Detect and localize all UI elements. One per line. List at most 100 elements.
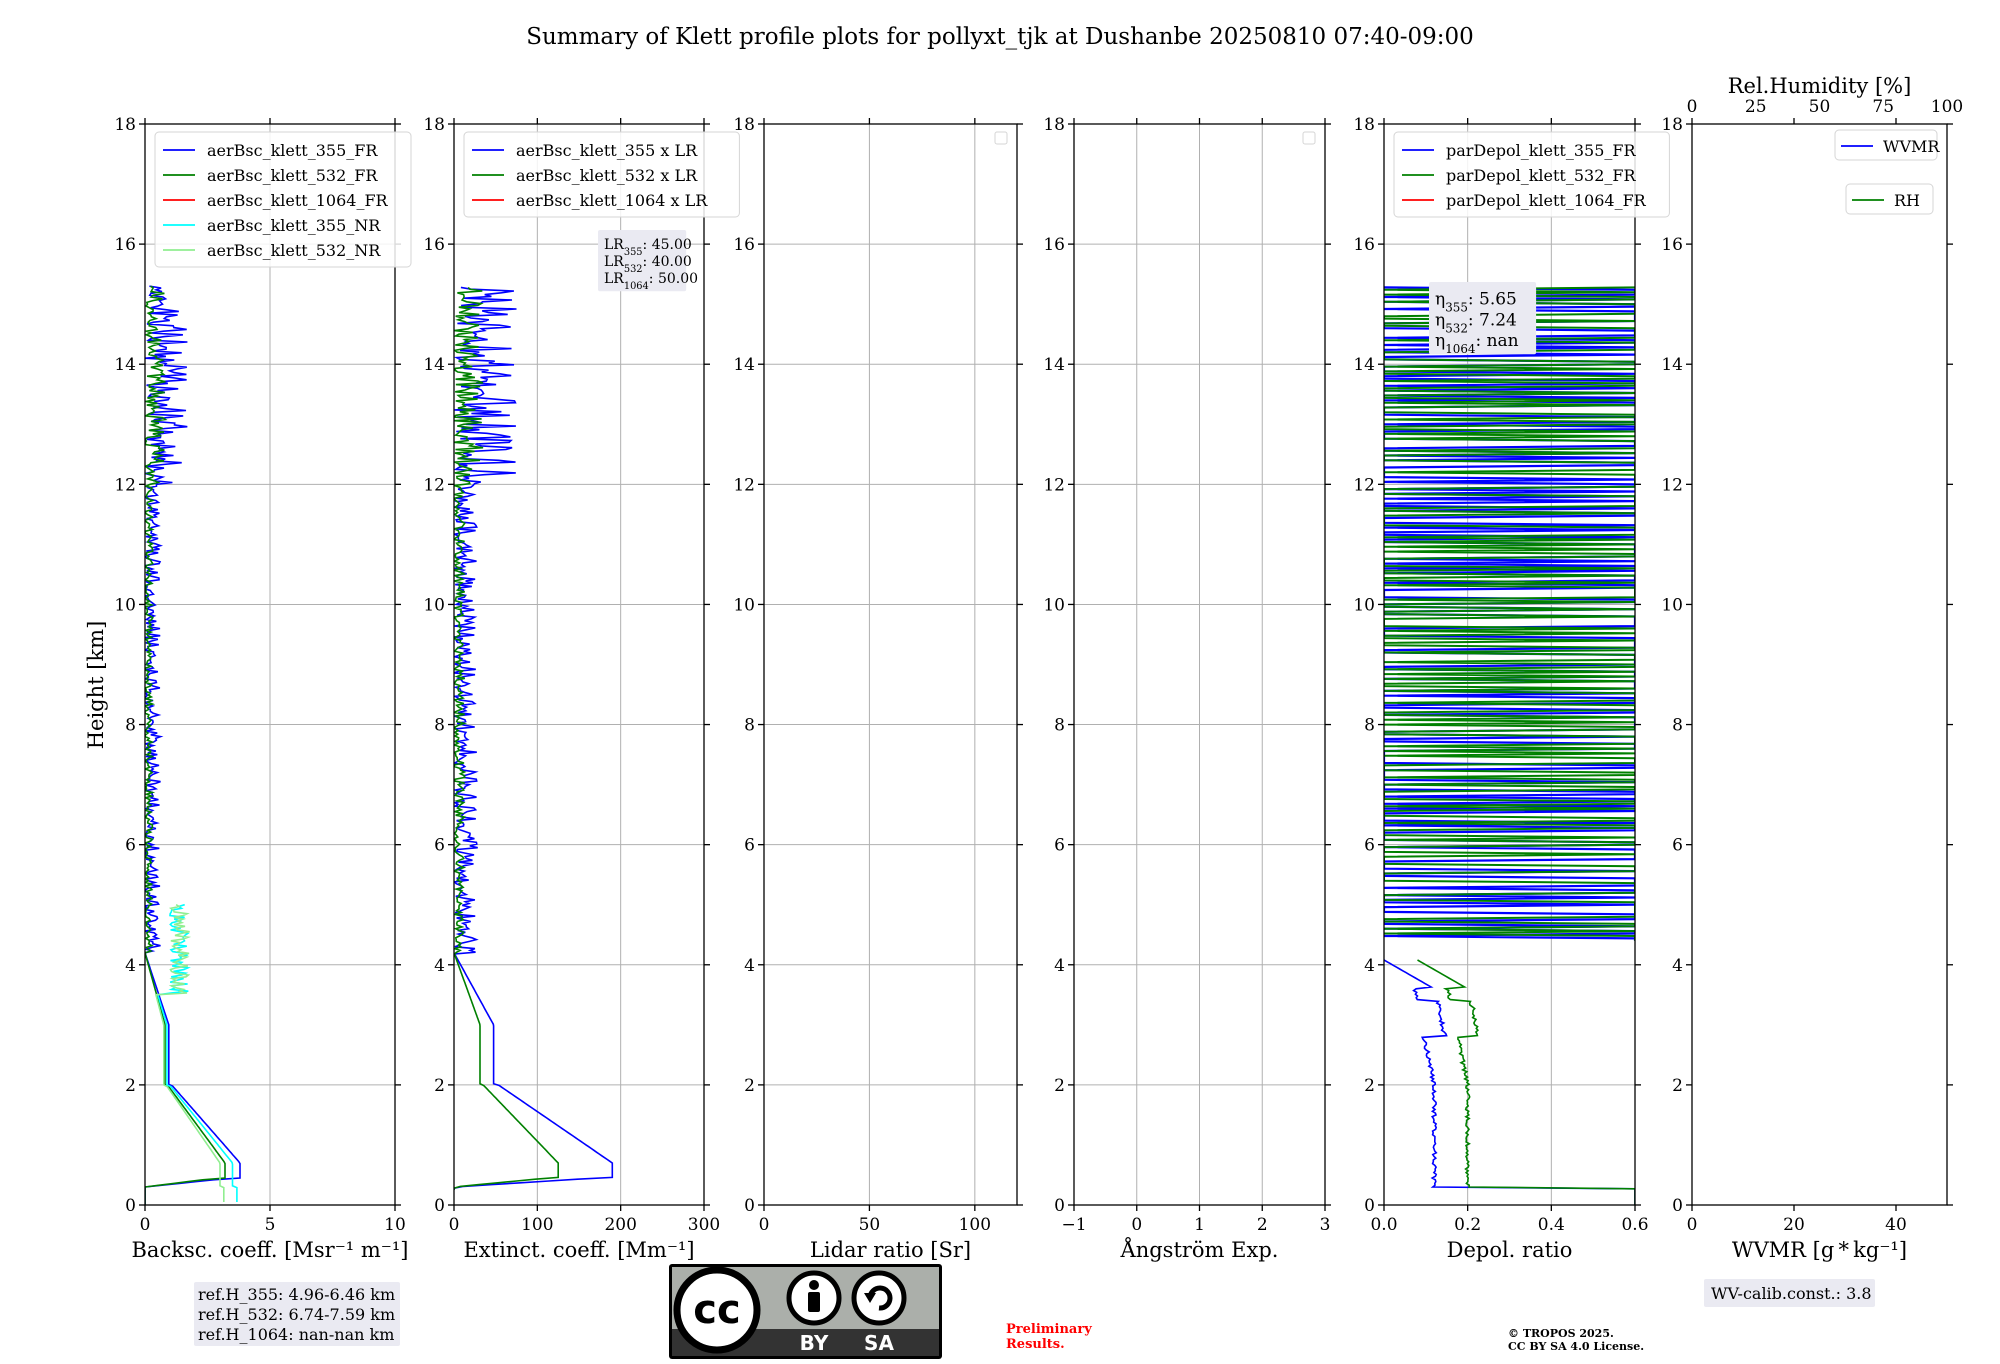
y-tick-label: 8 bbox=[434, 716, 445, 736]
refh-entry: ref.H_355: 4.96-6.46 km bbox=[198, 1285, 395, 1304]
series-aerBsc-532-NR bbox=[154, 904, 225, 1202]
x-axis-title: Backsc. coeff. [Msr⁻¹ m⁻¹] bbox=[132, 1238, 409, 1262]
x-tick-label: 0 bbox=[449, 1215, 460, 1235]
refh-entry: ref.H_532: 6.74-7.59 km bbox=[198, 1305, 395, 1324]
legend-entry: parDepol_klett_355_FR bbox=[1446, 141, 1637, 160]
y-tick-label: 10 bbox=[733, 595, 755, 615]
y-tick-label: 0 bbox=[1672, 1196, 1683, 1216]
tropos-line1: © TROPOS 2025. bbox=[1508, 1327, 1614, 1340]
eta-entry: η355: 5.65 bbox=[1435, 290, 1517, 315]
top-x-tick-label: 100 bbox=[1931, 97, 1963, 117]
legend-entry: parDepol_klett_532_FR bbox=[1446, 166, 1637, 185]
y-tick-label: 10 bbox=[1043, 595, 1065, 615]
y-tick-label: 6 bbox=[434, 836, 445, 856]
y-tick-label: 2 bbox=[744, 1076, 755, 1096]
y-tick-label: 18 bbox=[423, 115, 445, 135]
x-tick-label: −1 bbox=[1061, 1215, 1086, 1235]
cc-by-text: BY bbox=[800, 1331, 829, 1355]
y-tick-label: 16 bbox=[1043, 235, 1065, 255]
y-tick-label: 14 bbox=[1043, 355, 1065, 375]
y-tick-label: 0 bbox=[434, 1196, 445, 1216]
tropos-line2: CC BY SA 4.0 License. bbox=[1508, 1340, 1644, 1353]
panel-backscatter: 0 2 4 6 8 10 12 14 16 18 0 5 10 Backsc. coeff. [Msr⁻¹… bbox=[114, 115, 412, 1346]
x-axis-title: Extinct. coeff. [Mm⁻¹] bbox=[463, 1238, 694, 1262]
y-tick-label: 6 bbox=[125, 836, 136, 856]
eta-entry: η532: 7.24 bbox=[1435, 310, 1517, 335]
y-tick-label: 4 bbox=[125, 956, 136, 976]
y-tick-label: 12 bbox=[1661, 475, 1683, 495]
x-tick-label: 20 bbox=[1783, 1215, 1805, 1235]
legend-entry: aerBsc_klett_532_NR bbox=[207, 241, 381, 260]
sa-share-arrowhead bbox=[864, 1293, 876, 1303]
y-tick-label: 2 bbox=[1364, 1076, 1375, 1096]
y-tick-label: 10 bbox=[114, 595, 136, 615]
cc-sa-text: SA bbox=[864, 1331, 894, 1355]
x-axis-title: WVMR [g * kg⁻¹] bbox=[1732, 1238, 1907, 1262]
y-tick-label: 2 bbox=[434, 1076, 445, 1096]
y-tick-label: 4 bbox=[434, 956, 445, 976]
series-aerBsc-355-FR bbox=[145, 285, 241, 1205]
cc-badge: cc BY SA bbox=[669, 1264, 942, 1359]
y-tick-label: 2 bbox=[125, 1076, 136, 1096]
y-tick-label: 10 bbox=[423, 595, 445, 615]
y-tick-label: 4 bbox=[744, 956, 755, 976]
series-ext-355 bbox=[454, 286, 614, 1190]
y-axis-title: Height [km] bbox=[84, 621, 108, 750]
y-tick-label: 10 bbox=[1661, 595, 1683, 615]
by-person-head bbox=[809, 1280, 819, 1290]
legend-entry: aerBsc_klett_1064_FR bbox=[207, 191, 389, 210]
series-parDepol-532-FR bbox=[1417, 959, 1635, 1205]
refh-entry: ref.H_1064: nan-nan km bbox=[198, 1325, 394, 1344]
top-x-tick-label: 75 bbox=[1872, 97, 1894, 117]
y-tick-label: 14 bbox=[733, 355, 755, 375]
y-tick-label: 18 bbox=[1353, 115, 1375, 135]
x-axis-title: Ångström Exp. bbox=[1120, 1237, 1279, 1262]
axes-frame bbox=[763, 123, 1018, 1206]
x-tick-label: 100 bbox=[959, 1215, 991, 1235]
preliminary-line2: Results. bbox=[1006, 1337, 1065, 1352]
y-tick-label: 12 bbox=[1043, 475, 1065, 495]
y-tick-label: 8 bbox=[1054, 716, 1065, 736]
legend-entry: aerBsc_klett_1064 x LR bbox=[516, 191, 708, 210]
x-tick-label: 3 bbox=[1320, 1215, 1331, 1235]
y-tick-label: 18 bbox=[733, 115, 755, 135]
x-tick-label: 0.6 bbox=[1621, 1215, 1648, 1235]
lr-entry: LR355: 45.00 bbox=[604, 237, 692, 258]
series-aerBsc-355-NR bbox=[156, 903, 238, 1202]
x-tick-label: 40 bbox=[1885, 1215, 1907, 1235]
x-tick-label: 0.4 bbox=[1538, 1215, 1565, 1235]
legend-entry: aerBsc_klett_355_NR bbox=[207, 216, 381, 235]
by-person-body bbox=[808, 1292, 820, 1312]
y-tick-label: 16 bbox=[114, 235, 136, 255]
series-group bbox=[454, 286, 614, 1190]
y-tick-label: 2 bbox=[1672, 1076, 1683, 1096]
x-tick-label: 0 bbox=[1131, 1215, 1142, 1235]
y-tick-label: 0 bbox=[1364, 1196, 1375, 1216]
x-tick-label: 300 bbox=[688, 1215, 720, 1235]
panel-depol: 0 2 4 6 8 10 12 14 16 18 0.0 0.2 0.4 0.6 Depol. ratio p… bbox=[1353, 115, 1670, 1262]
legend-entry: RH bbox=[1894, 191, 1920, 210]
y-tick-label: 2 bbox=[1054, 1076, 1065, 1096]
y-tick-label: 4 bbox=[1364, 956, 1375, 976]
y-tick-label: 18 bbox=[1043, 115, 1065, 135]
x-tick-label: 10 bbox=[384, 1215, 406, 1235]
eta-box bbox=[1429, 282, 1537, 355]
figure-title: Summary of Klett profile plots for polly… bbox=[526, 24, 1474, 50]
legend-box bbox=[1845, 183, 1934, 215]
series-parDepol-355-FR bbox=[1384, 959, 1635, 1205]
legend-box-empty bbox=[994, 131, 1008, 145]
y-tick-label: 16 bbox=[733, 235, 755, 255]
y-tick-label: 4 bbox=[1054, 956, 1065, 976]
panel-lidarratio: 0 2 4 6 8 10 12 14 16 18 0 50 100 Lidar ratio [Sr] bbox=[733, 115, 1023, 1262]
y-tick-label: 8 bbox=[1364, 716, 1375, 736]
legend-entry: WVMR bbox=[1883, 137, 1940, 156]
top-x-tick-label: 25 bbox=[1745, 97, 1767, 117]
x-axis-title: Lidar ratio [Sr] bbox=[810, 1238, 971, 1262]
lr-entry: LR1064: 50.00 bbox=[604, 271, 698, 292]
y-tick-label: 18 bbox=[1661, 115, 1683, 135]
x-tick-label: 0.2 bbox=[1454, 1215, 1481, 1235]
